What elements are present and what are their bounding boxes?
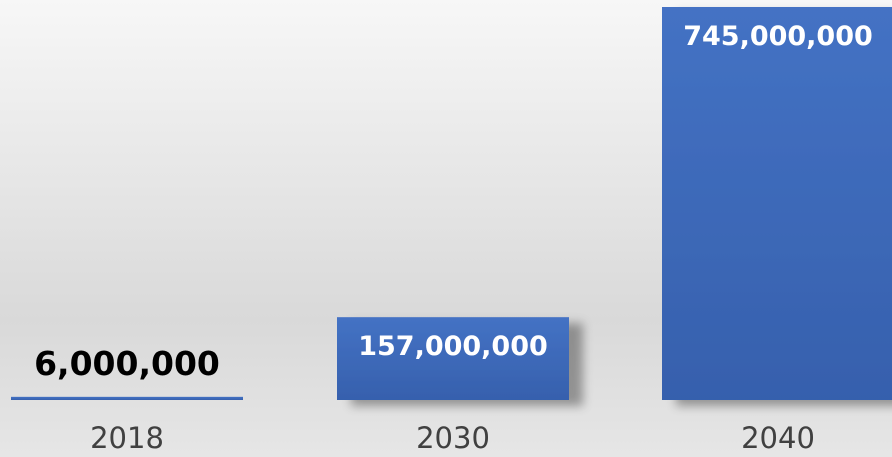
x-tick-label-2030: 2030: [416, 421, 490, 455]
x-tick-label-2018: 2018: [90, 421, 164, 455]
x-tick-label-2040: 2040: [741, 421, 815, 455]
bars-group: [11, 7, 892, 400]
value-labels-group: 6,000,000 157,000,000 745,000,000: [34, 21, 873, 383]
value-label-2040: 745,000,000: [683, 21, 873, 52]
x-axis-ticks-group: 2018 2030 2040: [90, 421, 815, 455]
bar-2040: [662, 7, 892, 400]
value-label-2018: 6,000,000: [34, 344, 220, 383]
value-label-2030: 157,000,000: [358, 331, 548, 362]
bar-2030: [337, 317, 569, 400]
bar-2018: [11, 396, 243, 400]
